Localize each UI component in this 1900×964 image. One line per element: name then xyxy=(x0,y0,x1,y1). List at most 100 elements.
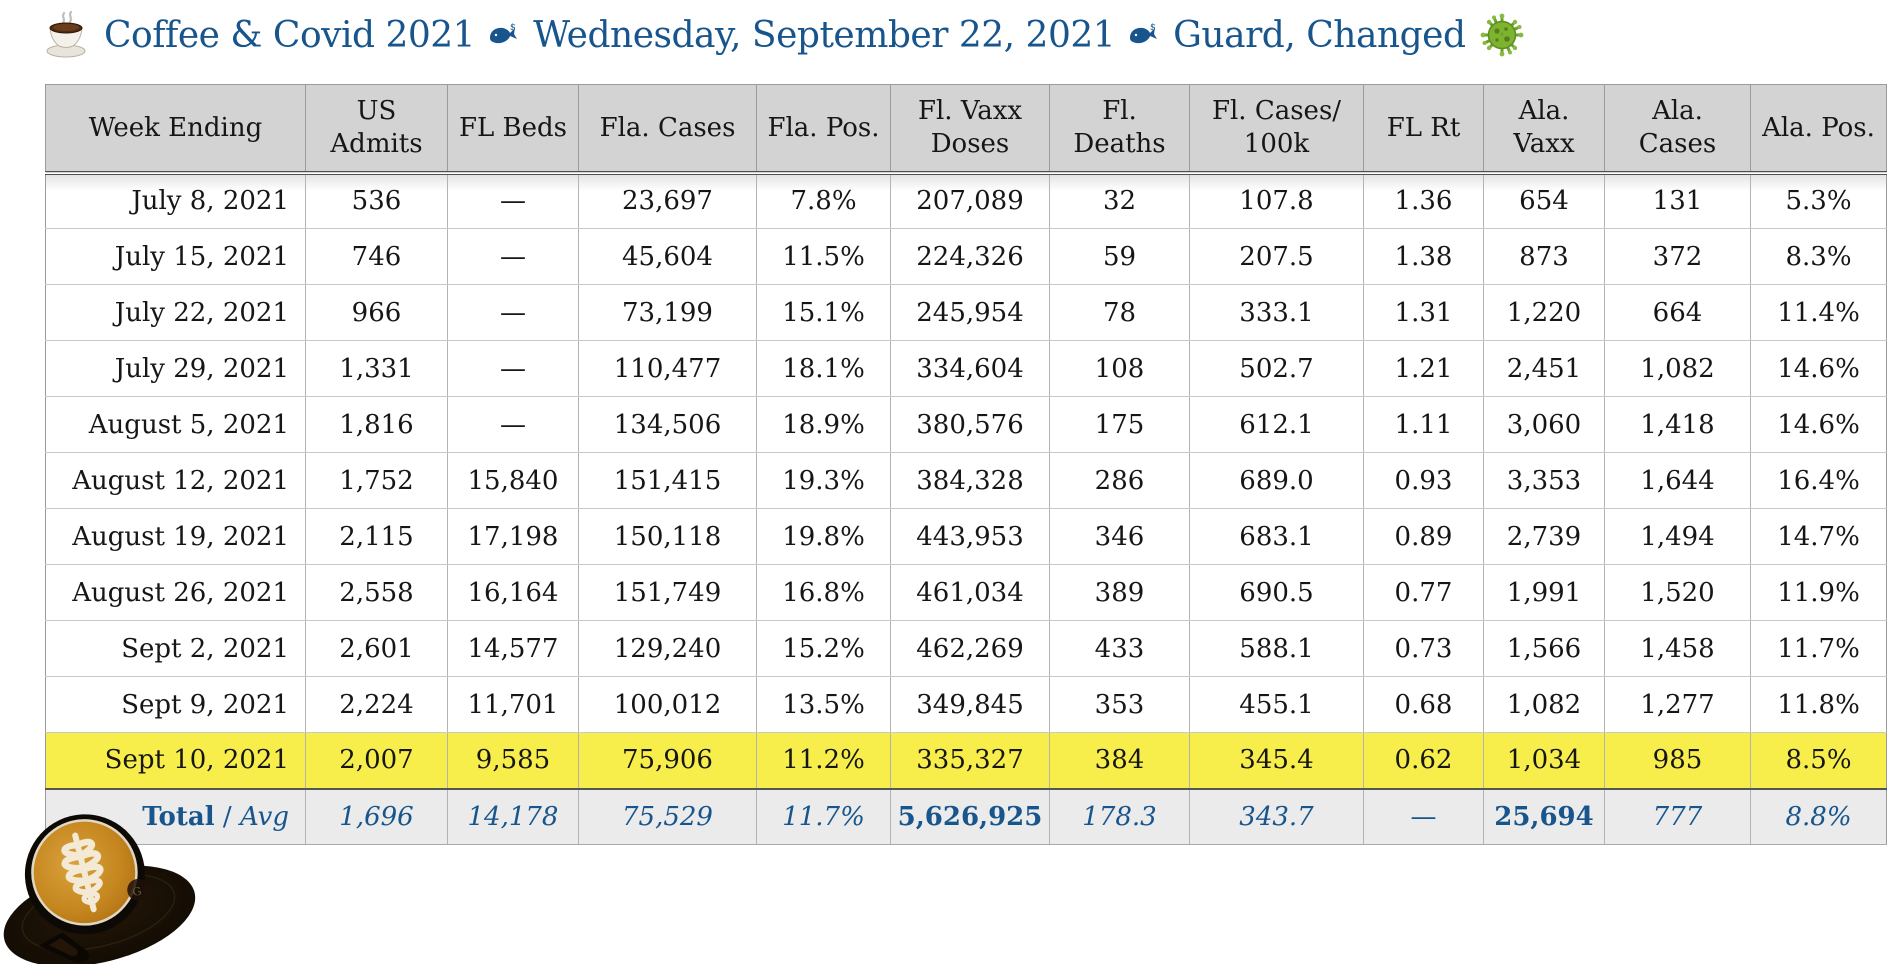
value-cell: 1,644 xyxy=(1604,452,1751,509)
value-cell: 150,118 xyxy=(578,508,757,565)
covid-stats-table: Week Ending US Admits FL Beds Fla. Cases Fla… xyxy=(45,84,1887,845)
value-cell: 966 xyxy=(305,284,448,341)
value-cell: 1,082 xyxy=(1483,676,1605,733)
value-cell: — xyxy=(447,284,579,341)
value-cell: — xyxy=(447,172,579,229)
value-cell: — xyxy=(447,340,579,397)
table-body: July 8, 2021 536—23,697 7.8% 207,089 32 107.8… xyxy=(45,172,1887,790)
table-row: August 5, 2021 1,816—134,506 18.9% 380,576 1… xyxy=(45,396,1887,453)
value-cell: 455.1 xyxy=(1189,676,1364,733)
value-cell: 389 xyxy=(1049,564,1190,621)
value-cell: 1,520 xyxy=(1604,564,1751,621)
title-segment-1: Coffee & Covid 2021 xyxy=(104,14,476,56)
value-cell: 175 xyxy=(1049,396,1190,453)
value-cell: 0.93 xyxy=(1363,452,1484,509)
value-cell: 985 xyxy=(1604,732,1751,790)
value-cell: 19.3% xyxy=(756,452,891,509)
value-cell: 131 xyxy=(1604,172,1751,229)
value-cell: 0.89 xyxy=(1363,508,1484,565)
value-cell: 1.38 xyxy=(1363,228,1484,285)
title-segment-3: Guard, Changed xyxy=(1173,14,1466,56)
value-cell: 14.6% xyxy=(1750,340,1887,397)
value-cell: 207,089 xyxy=(890,172,1050,229)
total-value-cell: 11.7% xyxy=(756,788,891,845)
svg-text:G: G xyxy=(131,884,143,899)
column-header: Fl. Vaxx Doses xyxy=(890,84,1050,175)
value-cell: 1,082 xyxy=(1604,340,1751,397)
value-cell: 207.5 xyxy=(1189,228,1364,285)
value-cell: 1,277 xyxy=(1604,676,1751,733)
value-cell: 1,034 xyxy=(1483,732,1605,790)
value-cell: 346 xyxy=(1049,508,1190,565)
value-cell: 11.9% xyxy=(1750,564,1887,621)
value-cell: 14,577 xyxy=(447,620,579,677)
value-cell: 1,220 xyxy=(1483,284,1605,341)
total-value-cell: 75,529 xyxy=(578,788,757,845)
week-ending-cell: July 22, 2021 xyxy=(45,284,306,341)
value-cell: 683.1 xyxy=(1189,508,1364,565)
column-header: Ala. Pos. xyxy=(1750,84,1887,175)
value-cell: 11.2% xyxy=(756,732,891,790)
svg-text:$: $ xyxy=(510,23,516,33)
total-value-cell: 1,696 xyxy=(305,788,448,845)
value-cell: 2,451 xyxy=(1483,340,1605,397)
value-cell: 462,269 xyxy=(890,620,1050,677)
value-cell: 1,458 xyxy=(1604,620,1751,677)
value-cell: 353 xyxy=(1049,676,1190,733)
value-cell: 588.1 xyxy=(1189,620,1364,677)
virus-icon xyxy=(1480,13,1523,57)
value-cell: 78 xyxy=(1049,284,1190,341)
value-cell: 1.31 xyxy=(1363,284,1484,341)
value-cell: 224,326 xyxy=(890,228,1050,285)
value-cell: 2,601 xyxy=(305,620,448,677)
value-cell: 1.36 xyxy=(1363,172,1484,229)
value-cell: 2,007 xyxy=(305,732,448,790)
total-value-cell: 178.3 xyxy=(1049,788,1190,845)
total-value-cell: 777 xyxy=(1604,788,1751,845)
value-cell: 349,845 xyxy=(890,676,1050,733)
total-label-sep: / xyxy=(214,801,240,832)
total-value-cell: 5,626,925 xyxy=(890,788,1050,845)
column-header: Fl. Cases/ 100k xyxy=(1189,84,1364,175)
value-cell: 2,224 xyxy=(305,676,448,733)
value-cell: 612.1 xyxy=(1189,396,1364,453)
value-cell: 1,494 xyxy=(1604,508,1751,565)
value-cell: 746 xyxy=(305,228,448,285)
value-cell: 443,953 xyxy=(890,508,1050,565)
value-cell: 32 xyxy=(1049,172,1190,229)
column-header: Fla. Cases xyxy=(578,84,757,175)
value-cell: 15,840 xyxy=(447,452,579,509)
value-cell: 873 xyxy=(1483,228,1605,285)
value-cell: 15.2% xyxy=(756,620,891,677)
table-row: Sept 2, 2021 2,601 14,577 129,240 15.2% 462,2… xyxy=(45,620,1887,677)
value-cell: 1,331 xyxy=(305,340,448,397)
week-ending-cell: Sept 10, 2021 xyxy=(45,732,306,790)
value-cell: 334,604 xyxy=(890,340,1050,397)
week-ending-cell: August 19, 2021 xyxy=(45,508,306,565)
whale-icon: $ xyxy=(1130,23,1158,44)
column-header: Fl. Deaths xyxy=(1049,84,1190,175)
value-cell: 11.5% xyxy=(756,228,891,285)
value-cell: 502.7 xyxy=(1189,340,1364,397)
total-value-cell: 8.8% xyxy=(1750,788,1887,845)
value-cell: 134,506 xyxy=(578,396,757,453)
table-row: Sept 10, 2021 2,007 9,585 75,906 11.2% 335,32… xyxy=(45,732,1887,790)
value-cell: — xyxy=(447,228,579,285)
value-cell: 690.5 xyxy=(1189,564,1364,621)
value-cell: 19.8% xyxy=(756,508,891,565)
coffee-cup-icon xyxy=(46,11,86,58)
value-cell: 245,954 xyxy=(890,284,1050,341)
week-ending-cell: July 8, 2021 xyxy=(45,172,306,229)
value-cell: 14.7% xyxy=(1750,508,1887,565)
value-cell: 107.8 xyxy=(1189,172,1364,229)
page-title: Coffee & Covid 2021 $ Wednesday, Septemb… xyxy=(44,6,1524,64)
value-cell: 3,353 xyxy=(1483,452,1605,509)
value-cell: 7.8% xyxy=(756,172,891,229)
value-cell: 73,199 xyxy=(578,284,757,341)
total-value-cell: — xyxy=(1363,788,1484,845)
value-cell: 59 xyxy=(1049,228,1190,285)
column-header: Ala. Cases xyxy=(1604,84,1751,175)
value-cell: 16,164 xyxy=(447,564,579,621)
value-cell: 433 xyxy=(1049,620,1190,677)
value-cell: 15.1% xyxy=(756,284,891,341)
